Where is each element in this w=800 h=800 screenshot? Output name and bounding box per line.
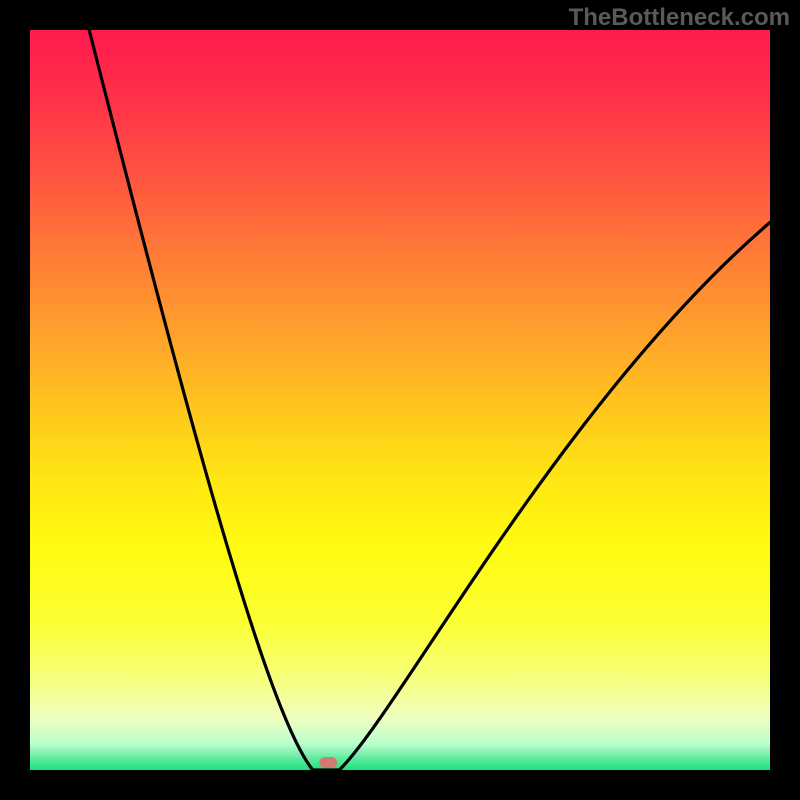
watermark-label: TheBottleneck.com [569,4,790,32]
bottleneck-chart [0,0,800,800]
gradient-background [30,30,770,770]
optimum-marker [319,757,337,768]
chart-container: TheBottleneck.com [0,0,800,800]
